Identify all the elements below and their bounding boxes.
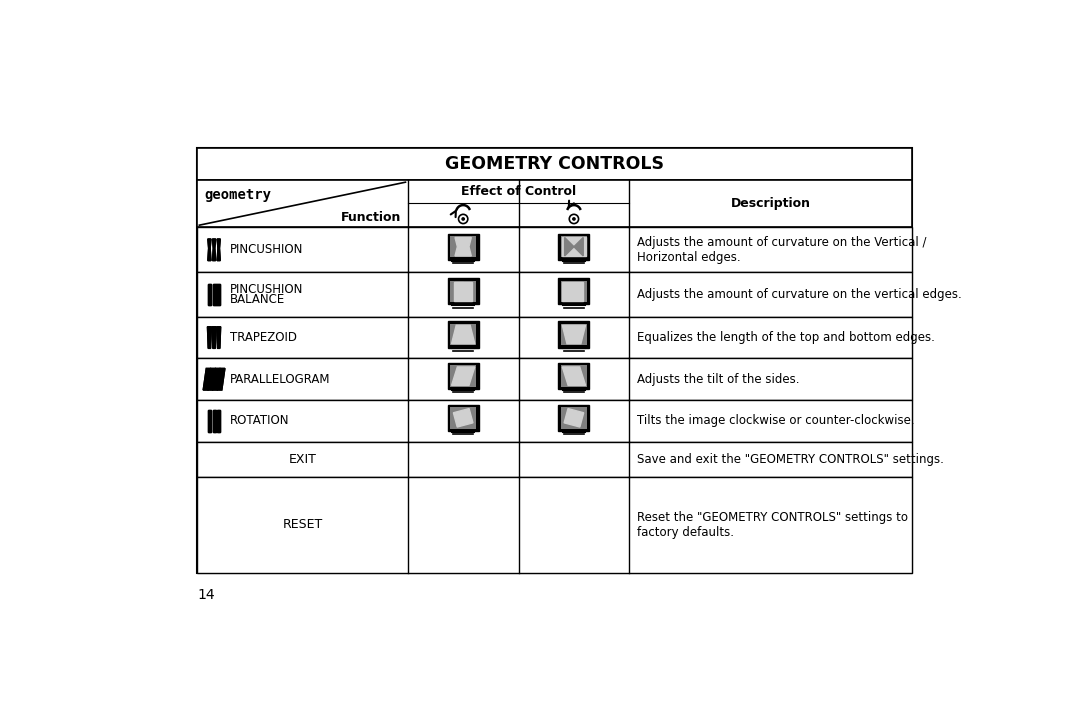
- Circle shape: [569, 215, 579, 224]
- Bar: [197, 400, 912, 441]
- Bar: [197, 228, 912, 272]
- Polygon shape: [563, 238, 585, 256]
- Polygon shape: [213, 239, 216, 261]
- Polygon shape: [203, 369, 211, 390]
- Polygon shape: [207, 284, 211, 305]
- Bar: [561, 365, 588, 387]
- Text: Tilts the image clockwise or counter-clockwise.: Tilts the image clockwise or counter-clo…: [637, 415, 915, 428]
- Bar: [561, 324, 588, 346]
- Polygon shape: [213, 369, 220, 390]
- Polygon shape: [451, 367, 475, 385]
- Text: Adjusts the tilt of the sides.: Adjusts the tilt of the sides.: [637, 373, 799, 386]
- Polygon shape: [207, 239, 211, 261]
- Polygon shape: [564, 408, 583, 427]
- Text: Save and exit the "GEOMETRY CONTROLS" settings.: Save and exit the "GEOMETRY CONTROLS" se…: [637, 453, 944, 466]
- Bar: [558, 278, 590, 305]
- Text: ROTATION: ROTATION: [230, 415, 289, 428]
- Text: RESET: RESET: [282, 518, 323, 531]
- Bar: [561, 236, 588, 258]
- Bar: [450, 407, 476, 428]
- Circle shape: [462, 218, 464, 220]
- Text: Description: Description: [730, 197, 810, 210]
- Bar: [450, 281, 476, 302]
- Bar: [450, 324, 476, 346]
- Polygon shape: [212, 327, 216, 348]
- Polygon shape: [217, 369, 225, 390]
- Bar: [448, 321, 478, 348]
- Bar: [197, 272, 912, 317]
- Bar: [448, 233, 478, 260]
- Text: Effect of Control: Effect of Control: [461, 185, 576, 198]
- Bar: [450, 236, 476, 258]
- Polygon shape: [217, 239, 220, 261]
- Polygon shape: [565, 238, 573, 256]
- Bar: [448, 405, 478, 431]
- Polygon shape: [207, 284, 211, 305]
- Polygon shape: [213, 284, 220, 305]
- Bar: [448, 278, 478, 305]
- Bar: [561, 281, 588, 302]
- Text: Equalizes the length of the top and bottom edges.: Equalizes the length of the top and bott…: [637, 331, 935, 344]
- Polygon shape: [213, 284, 220, 305]
- Bar: [448, 363, 478, 390]
- Text: TRAPEZOID: TRAPEZOID: [230, 331, 297, 344]
- Polygon shape: [563, 367, 585, 385]
- Text: GEOMETRY CONTROLS: GEOMETRY CONTROLS: [445, 155, 664, 173]
- Polygon shape: [455, 238, 471, 256]
- Bar: [450, 365, 476, 387]
- Polygon shape: [217, 327, 220, 348]
- Polygon shape: [207, 410, 211, 432]
- Polygon shape: [207, 410, 211, 432]
- Polygon shape: [213, 369, 220, 390]
- Text: BALANCE: BALANCE: [230, 293, 285, 306]
- Polygon shape: [213, 410, 216, 432]
- Text: PINCUSHION: PINCUSHION: [230, 243, 302, 256]
- Bar: [561, 407, 588, 428]
- Bar: [197, 477, 912, 573]
- Bar: [558, 321, 590, 348]
- Bar: [558, 233, 590, 260]
- Polygon shape: [217, 239, 220, 261]
- Bar: [197, 359, 912, 400]
- Polygon shape: [217, 327, 220, 348]
- Polygon shape: [212, 327, 216, 348]
- Bar: [558, 363, 590, 390]
- Text: 14: 14: [197, 588, 215, 602]
- Bar: [197, 148, 912, 573]
- Polygon shape: [207, 327, 212, 348]
- Text: PARALLELOGRAM: PARALLELOGRAM: [230, 373, 330, 386]
- Bar: [197, 317, 912, 359]
- Text: Function: Function: [341, 211, 402, 224]
- Bar: [197, 180, 912, 228]
- Polygon shape: [217, 410, 220, 432]
- Text: Adjusts the amount of curvature on the vertical edges.: Adjusts the amount of curvature on the v…: [637, 288, 962, 301]
- Polygon shape: [207, 369, 216, 390]
- Text: Reset the "GEOMETRY CONTROLS" settings to
factory defaults.: Reset the "GEOMETRY CONTROLS" settings t…: [637, 510, 908, 539]
- Text: EXIT: EXIT: [288, 453, 316, 466]
- Polygon shape: [203, 369, 211, 390]
- Bar: [197, 441, 912, 477]
- Polygon shape: [213, 410, 216, 432]
- Bar: [197, 148, 912, 180]
- Polygon shape: [207, 369, 216, 390]
- Bar: [558, 405, 590, 431]
- Polygon shape: [217, 410, 220, 432]
- Text: Adjusts the amount of curvature on the Vertical /
Horizontal edges.: Adjusts the amount of curvature on the V…: [637, 235, 927, 264]
- Polygon shape: [563, 325, 585, 343]
- Polygon shape: [213, 239, 216, 261]
- Polygon shape: [217, 369, 225, 390]
- Polygon shape: [451, 325, 475, 343]
- Polygon shape: [207, 239, 211, 261]
- Polygon shape: [573, 238, 583, 256]
- Text: PINCUSHION: PINCUSHION: [230, 282, 302, 295]
- Polygon shape: [454, 282, 472, 300]
- Polygon shape: [563, 282, 583, 300]
- Text: geometry: geometry: [204, 188, 271, 202]
- Polygon shape: [207, 327, 212, 348]
- Circle shape: [572, 218, 575, 220]
- Circle shape: [459, 215, 468, 224]
- Polygon shape: [454, 408, 473, 427]
